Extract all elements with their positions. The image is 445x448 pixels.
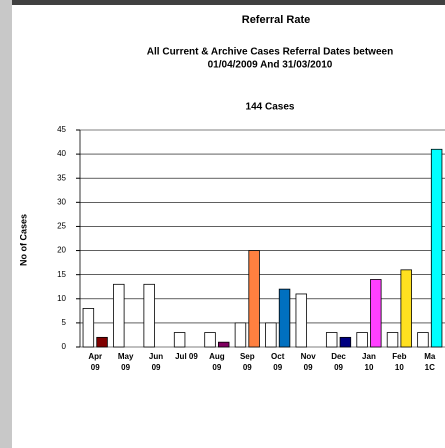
x-tick-label: May [118, 352, 134, 361]
x-tick-label: Ma [424, 352, 436, 361]
y-tick-label: 20 [57, 246, 66, 255]
x-tick-label: Oct [271, 352, 285, 361]
chart-title: Referral Rate [242, 14, 310, 26]
bar [430, 148, 443, 348]
bar [339, 336, 352, 348]
bar [325, 332, 338, 348]
y-axis-label: No of Cases [18, 214, 28, 266]
x-tick-label: Dec [331, 352, 346, 361]
bar [143, 283, 155, 348]
y-tick-label: 35 [57, 173, 66, 182]
bar [204, 332, 216, 348]
y-tick-label: 30 [57, 197, 66, 206]
x-tick-label: Nov [301, 352, 317, 361]
annotation: 144 Cases [246, 102, 295, 113]
bar [96, 336, 108, 348]
x-tick-label: 09 [91, 363, 100, 372]
bar [82, 308, 95, 348]
y-tick-label: 0 [62, 342, 67, 351]
x-tick-label: Apr [88, 352, 102, 361]
x-tick-label: 09 [334, 363, 343, 372]
x-tick-label: Jul 09 [175, 352, 198, 361]
y-tick-label: 5 [62, 318, 67, 327]
top-strip [12, 0, 445, 5]
x-tick-label: 09 [152, 363, 161, 372]
x-tick-label: 10 [365, 363, 374, 372]
bar [278, 288, 291, 348]
bar [265, 322, 277, 348]
x-tick-label: 09 [212, 363, 221, 372]
x-tick-label: Jun [149, 352, 163, 361]
y-tick-label: 40 [57, 149, 66, 158]
x-tick-label: Sep [240, 352, 255, 361]
y-tick-label: 45 [57, 125, 66, 134]
bar [248, 250, 260, 348]
bar [217, 341, 230, 348]
bar [113, 283, 125, 348]
x-tick-label: Jan [362, 352, 376, 361]
side-strip [0, 0, 12, 448]
x-tick-label: 09 [121, 363, 130, 372]
bar [295, 293, 308, 348]
bar [417, 332, 429, 348]
subtitle: All Current & Archive Cases Referral Dat… [147, 47, 393, 58]
bar [234, 322, 247, 348]
y-tick-label: 15 [57, 270, 66, 279]
subtitle: 01/04/2009 And 31/03/2010 [208, 60, 333, 71]
y-tick-label: 10 [57, 294, 66, 303]
x-tick-label: Feb [392, 352, 406, 361]
x-tick-label: 09 [304, 363, 313, 372]
x-tick-label: 09 [273, 363, 282, 372]
x-tick-label: 1C [425, 363, 435, 372]
x-tick-label: 09 [243, 363, 252, 372]
bar [386, 332, 399, 348]
x-tick-label: 10 [395, 363, 404, 372]
bar [370, 279, 382, 348]
y-tick-label: 25 [57, 222, 66, 231]
bar [173, 332, 186, 348]
bar [356, 332, 368, 348]
bar [400, 269, 412, 348]
x-tick-label: Aug [209, 352, 225, 361]
